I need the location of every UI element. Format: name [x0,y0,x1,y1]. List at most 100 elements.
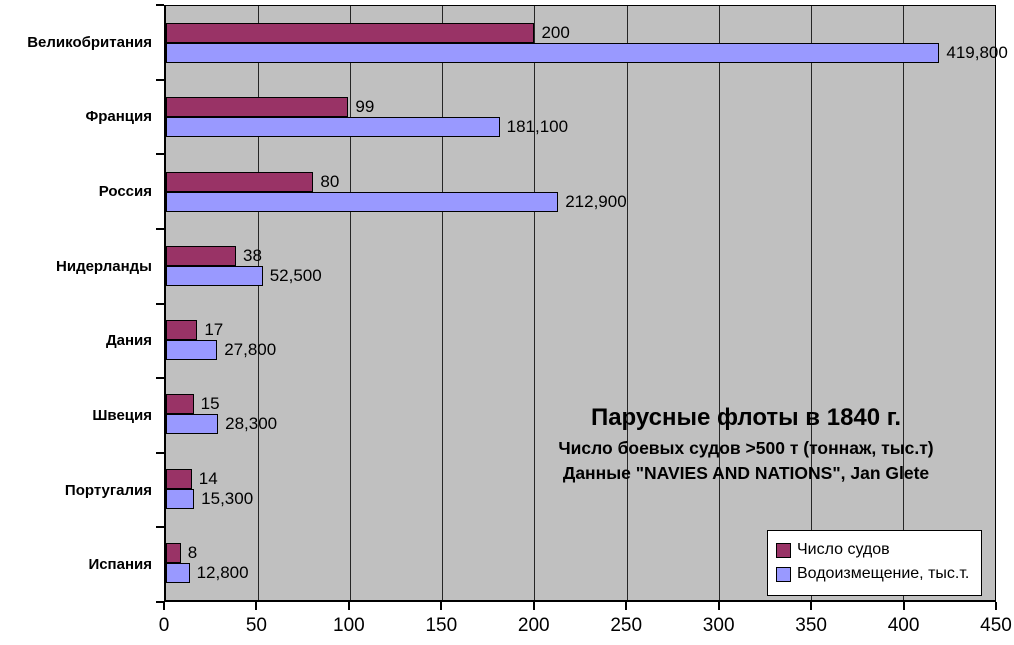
xtick-mark-0 [163,602,165,610]
xtick-mark-300 [717,602,720,610]
bar-value-label: 12,800 [196,562,249,582]
legend-swatch-0 [776,542,791,558]
bar-value-label: 28,300 [225,414,278,434]
chart-title-block: Парусные флоты в 1840 г. Число боевых су… [496,404,996,486]
bar-ships-2 [166,171,314,192]
bar-tonnage-6 [166,488,195,509]
bar-value-label: 99 [355,97,375,117]
category-label-6: Португалия [64,481,152,499]
legend-item-1: Водоизмещение, тыс.т. [776,565,969,583]
bar-value-label: 181,100 [506,117,569,137]
bar-tonnage-7 [166,562,190,583]
bar-ships-5 [166,394,194,415]
bar-line: 8 [166,542,995,563]
gridline-350 [810,6,812,600]
xtick-label-350: 350 [795,615,827,636]
plot-area: 200 419,800 99 181,100 80 212,900 38 52,500 17 27… [164,5,1008,602]
bar-line: 52,500 [166,265,995,286]
legend: Число судов Водоизмещение, тыс.т. [767,530,983,596]
category-label-0: Великобритания [27,33,152,51]
category-label-1: Франция [85,108,152,126]
xtick-label-300: 300 [702,615,735,636]
xtick-mark-150 [440,602,443,610]
bar-tonnage-0 [166,43,940,64]
bar-value-label: 200 [541,23,570,43]
bar-row-1: 99 181,100 [166,80,995,154]
gridline-100 [350,6,352,600]
xtick-label-0: 0 [158,615,170,636]
ytick-mark [156,451,164,454]
bar-tonnage-5 [166,414,219,435]
bar-row-0: 200 419,800 [166,6,1008,80]
bar-line: 27,800 [166,340,995,361]
bar-ships-3 [166,245,236,266]
xtick-label-400: 400 [887,615,920,636]
xtick-label-200: 200 [517,615,550,636]
bar-value-label: 15 [200,394,220,414]
bar-value-label: 14 [198,468,218,488]
bar-line: 12,800 [166,562,995,583]
xtick-label-50: 50 [245,615,268,636]
bar-tonnage-2 [166,191,559,212]
ytick-mark [156,227,164,230]
bar-value-label: 27,800 [224,340,277,360]
bar-value-label: 8 [187,542,198,562]
category-label-7: Испания [88,556,152,574]
xtick-label-100: 100 [333,615,365,636]
ytick-mark [156,302,164,305]
xtick-mark-250 [625,602,628,610]
ytick-mark [156,377,164,380]
bar-line: 212,900 [166,191,995,212]
bar-value-label: 80 [320,171,340,191]
legend-item-0: Число судов [776,541,969,559]
bar-line: 200 [166,23,995,44]
xtick-mark-350 [810,602,813,610]
bar-line: 14 [166,468,995,489]
bar-row-2: 80 212,900 [166,155,995,229]
bar-tonnage-3 [166,265,263,286]
bar-value-label: 17 [204,320,224,340]
bar-row-4: 17 27,800 [166,303,995,377]
category-label-3: Нидерланды [56,257,152,275]
chart-title: Парусные флоты в 1840 г. [590,404,902,431]
bar-ships-7 [166,542,181,563]
bar-tonnage-4 [166,340,218,361]
bar-line: 80 [166,171,995,192]
xtick-label-450: 450 [980,615,1012,636]
bar-ships-4 [166,320,198,341]
category-label-2: Россия [98,183,152,201]
gridline-200 [534,6,536,600]
bar-ships-6 [166,468,192,489]
chart-subtitle-2: Данные "NAVIES AND NATIONS", Jan Glete [562,463,930,483]
bar-value-label: 52,500 [269,265,322,285]
ytick-mark [156,4,164,6]
bar-line: 15 [166,394,995,415]
ytick-mark [156,78,164,81]
bar-rows: 200 419,800 99 181,100 80 212,900 38 52,500 17 27… [166,6,1008,600]
bar-line: 17 [166,320,995,341]
category-axis-tick-marks [156,4,164,603]
bar-ships-1 [166,97,349,118]
bar-line: 99 [166,97,995,118]
bar-row-3: 38 52,500 [166,229,995,303]
bar-line: 38 [166,245,995,266]
value-axis: 0 50 100 150 200 250 300 350 400 450 [159,602,1012,645]
xtick-mark-400 [902,602,905,610]
bar-row-5: 15 28,300 [166,377,995,451]
xtick-mark-200 [532,602,535,610]
bar-line: 181,100 [166,117,995,138]
xtick-mark-450 [995,602,997,610]
bar-row-7: 8 12,800 [166,526,995,600]
xtick-label-150: 150 [425,615,458,636]
bar-value-label: 419,800 [946,43,1008,63]
gridline-150 [442,6,444,600]
category-label-5: Швеция [92,406,152,424]
legend-label-1: Водоизмещение, тыс.т. [797,565,970,582]
xtick-label-250: 250 [610,615,643,636]
bar-line: 28,300 [166,414,995,435]
xtick-mark-50 [255,602,258,610]
gridline-250 [626,6,628,600]
bar-tonnage-1 [166,117,500,138]
category-label-4: Дания [105,332,152,350]
gridline-400 [902,6,904,600]
